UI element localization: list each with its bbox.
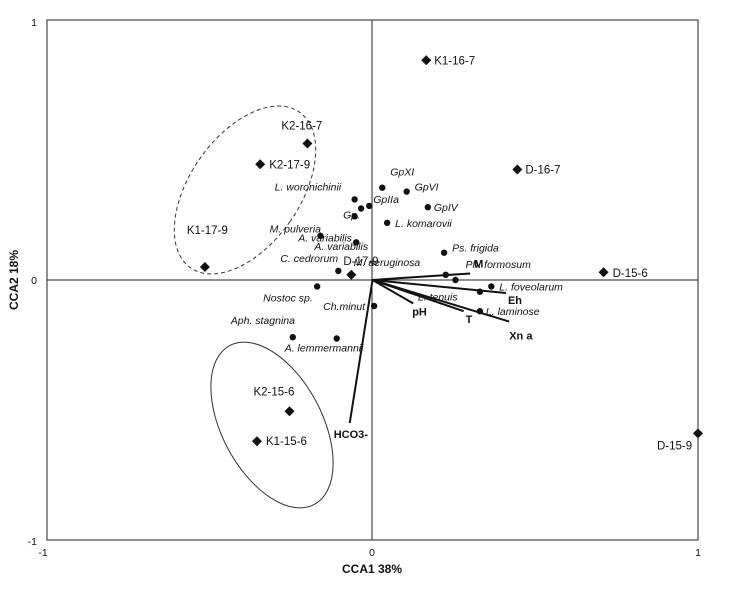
species-point-c-cedrorum (335, 267, 342, 275)
species-point-ch-minut (370, 302, 378, 310)
species-label-gpvi: GpVI (415, 182, 439, 194)
x-tick-label-zero: 0 (369, 547, 375, 559)
x-axis-ticks: -1 0 1 (38, 547, 701, 559)
species-point-m-pulveria (351, 213, 358, 220)
vector-label-eh: Eh (508, 295, 522, 307)
species-point-gpvi (403, 188, 410, 195)
species-point-l-tenuis (476, 288, 484, 295)
vector-label-m: M (474, 259, 483, 271)
site-label-k2-17-9: K2-17-9 (269, 159, 310, 171)
ordination-ellipses (173, 105, 334, 509)
species-label-aph-stagnina: Aph. stagnina (230, 315, 295, 327)
species-point-l-komarovii (383, 219, 391, 226)
x-tick-label-min: -1 (38, 547, 47, 559)
environmental-vectors: M Eh Xn a TpH HCO3- (334, 259, 534, 442)
species-label-ch-minut: Ch.minut (323, 301, 366, 313)
species-label-m-pulveria: M. pulveria (270, 223, 322, 235)
vector-eh (372, 279, 507, 294)
species-label-l-komarovii: L. komarovii (395, 218, 452, 230)
site-point-k2-17-9 (255, 159, 266, 170)
species-point-gpiv (424, 204, 432, 211)
site-point-d-15-9 (693, 428, 703, 439)
site-point-k1-16-7 (421, 55, 432, 66)
species-point-ph-formosum (452, 276, 459, 284)
vector-label-ph: pH (412, 306, 427, 318)
vector-m (372, 272, 471, 281)
vector-label-xn-a: Xn a (509, 331, 533, 343)
species-point-l-laminose (476, 308, 484, 315)
species-label-l-woronichinii: L. woronichinii (275, 181, 342, 193)
site-point-k2-15-6 (284, 406, 295, 417)
species-label-c-cedrorum: C. cedrorum (280, 253, 338, 265)
species-label-ph-formosum: Ph. formosum (466, 259, 532, 271)
ellipse-dashed-k-17-9 (173, 105, 317, 275)
vector-hco3 (348, 279, 374, 424)
site-label-k1-15-6: K1-15-6 (266, 436, 307, 448)
species-point-a-variabilis (317, 232, 324, 239)
species-label-l-foveolarum: L. foveolarum (499, 282, 563, 294)
species-label-gpxi: GpXI (390, 167, 414, 179)
y-axis-title: CCA2 18% (7, 250, 21, 310)
ellipse-solid-k-15-6 (210, 341, 334, 509)
species-label-gpiv: GpIV (434, 202, 459, 214)
site-label-d-15-9: D-15-9 (657, 440, 692, 452)
species-label-l-laminose: L. laminose (486, 306, 540, 318)
y-axis-ticks: 1 0 -1 (28, 17, 38, 548)
vector-label-hco3: HCO3- (334, 429, 369, 441)
vector-label-t: T (466, 314, 473, 326)
site-point-k1-15-6 (251, 436, 262, 447)
site-point-k1-17-9 (199, 262, 210, 272)
y-tick-label-zero: 0 (31, 275, 37, 287)
species-point-l-foveolarum (488, 283, 495, 290)
y-tick-label-max: 1 (31, 17, 37, 29)
species-point-l-woronichinii (351, 196, 358, 203)
site-point-d-16-7 (512, 164, 523, 175)
species-point-gp (357, 205, 365, 212)
species-label-ps-frigida: Ps. frigida (452, 243, 499, 255)
site-label-k2-15-6: K2-15-6 (253, 386, 294, 398)
site-points: K1-16-7 K2-16-7 K2-17-9 D-16-7 K1-17-9 D-17-9… (187, 55, 703, 452)
species-label-gpiia: GpIIa (373, 194, 399, 206)
species-point-a-variabilis (353, 239, 360, 246)
site-label-d-17-9: D-17-9 (343, 256, 378, 268)
species-point-nostoc-sp (313, 283, 321, 290)
x-axis-title: CCA1 38% (342, 562, 402, 576)
species-point-ps-frigida (440, 249, 448, 256)
species-label-l-tenuis: L. tenuis (418, 292, 458, 304)
species-label-m-aeruginosa: M. aeruginosa (354, 257, 421, 269)
site-point-k2-16-7 (302, 138, 313, 149)
species-point-aph-stagnina (289, 334, 296, 341)
vector-ph (372, 279, 414, 305)
species-point-gpiia (366, 202, 373, 210)
y-tick-label-min: -1 (28, 536, 37, 548)
site-label-k1-16-7: K1-16-7 (434, 55, 475, 67)
species-point-a-lemmermannii (333, 335, 340, 342)
species-label-nostoc-sp: Nostoc sp. (263, 293, 313, 305)
site-point-d-17-9 (346, 269, 357, 280)
species-label-a-variabilis: A. variabilis (297, 232, 352, 244)
site-label-k2-16-7: K2-16-7 (281, 121, 322, 133)
vector-t (372, 279, 464, 313)
site-label-d-15-6: D-15-6 (613, 268, 648, 280)
site-point-d-15-6 (598, 267, 609, 278)
x-tick-label-max: 1 (695, 547, 701, 559)
species-point-m-aeruginosa (442, 271, 449, 278)
species-point-gpxi (379, 184, 386, 191)
species-label-a-lemmermannii: A. lemmermannii (284, 343, 364, 355)
site-label-k1-17-9: K1-17-9 (187, 225, 228, 237)
site-label-d-16-7: D-16-7 (525, 165, 560, 177)
